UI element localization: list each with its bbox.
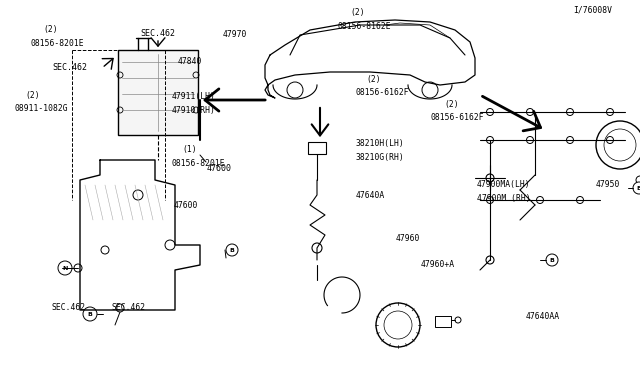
Circle shape [633,182,640,194]
Text: SEC.462: SEC.462 [52,63,87,72]
Circle shape [58,261,72,275]
Text: SEC.462: SEC.462 [140,29,175,38]
Text: 47640AA: 47640AA [526,312,560,321]
Text: (2): (2) [44,25,58,34]
Text: 38210G(RH): 38210G(RH) [355,153,404,162]
Text: N: N [62,266,68,270]
Text: 47600: 47600 [174,201,198,210]
Text: SEC.462: SEC.462 [51,303,85,312]
Text: I/76008V: I/76008V [573,5,612,14]
Text: 47900MA(LH): 47900MA(LH) [477,180,531,189]
Circle shape [546,254,558,266]
Text: (2): (2) [366,75,381,84]
Circle shape [226,244,238,256]
Text: 08156-8201E: 08156-8201E [172,159,225,168]
Text: B: B [550,257,554,263]
Bar [435,316,451,327]
Text: 08911-1082G: 08911-1082G [14,105,68,113]
Text: (2): (2) [351,8,365,17]
Text: B: B [637,186,640,190]
Circle shape [83,307,97,321]
Text: 47911(LH): 47911(LH) [172,92,216,101]
Text: 08156-6162F: 08156-6162F [355,89,409,97]
Text: SEC.462: SEC.462 [112,303,146,312]
Bar [118,50,198,135]
Bar [308,142,326,154]
Text: (1): (1) [182,145,197,154]
Text: B: B [230,247,234,253]
Text: 47900M (RH): 47900M (RH) [477,194,531,203]
Text: 47600: 47600 [207,164,232,173]
Text: 08156-8201E: 08156-8201E [31,39,84,48]
Text: 08156-8162E: 08156-8162E [338,22,392,31]
Text: 47640A: 47640A [356,191,385,200]
Text: (2): (2) [26,91,40,100]
Text: 47950: 47950 [595,180,620,189]
Text: B: B [88,311,92,317]
Text: 08156-6162F: 08156-6162F [430,113,484,122]
Text: 38210H(LH): 38210H(LH) [355,139,404,148]
Text: (2): (2) [445,100,460,109]
Text: 47910(RH): 47910(RH) [172,106,216,115]
Text: 47840: 47840 [178,57,202,66]
Text: 47960+A: 47960+A [421,260,455,269]
Text: 47970: 47970 [223,30,247,39]
Text: 47960: 47960 [396,234,420,243]
